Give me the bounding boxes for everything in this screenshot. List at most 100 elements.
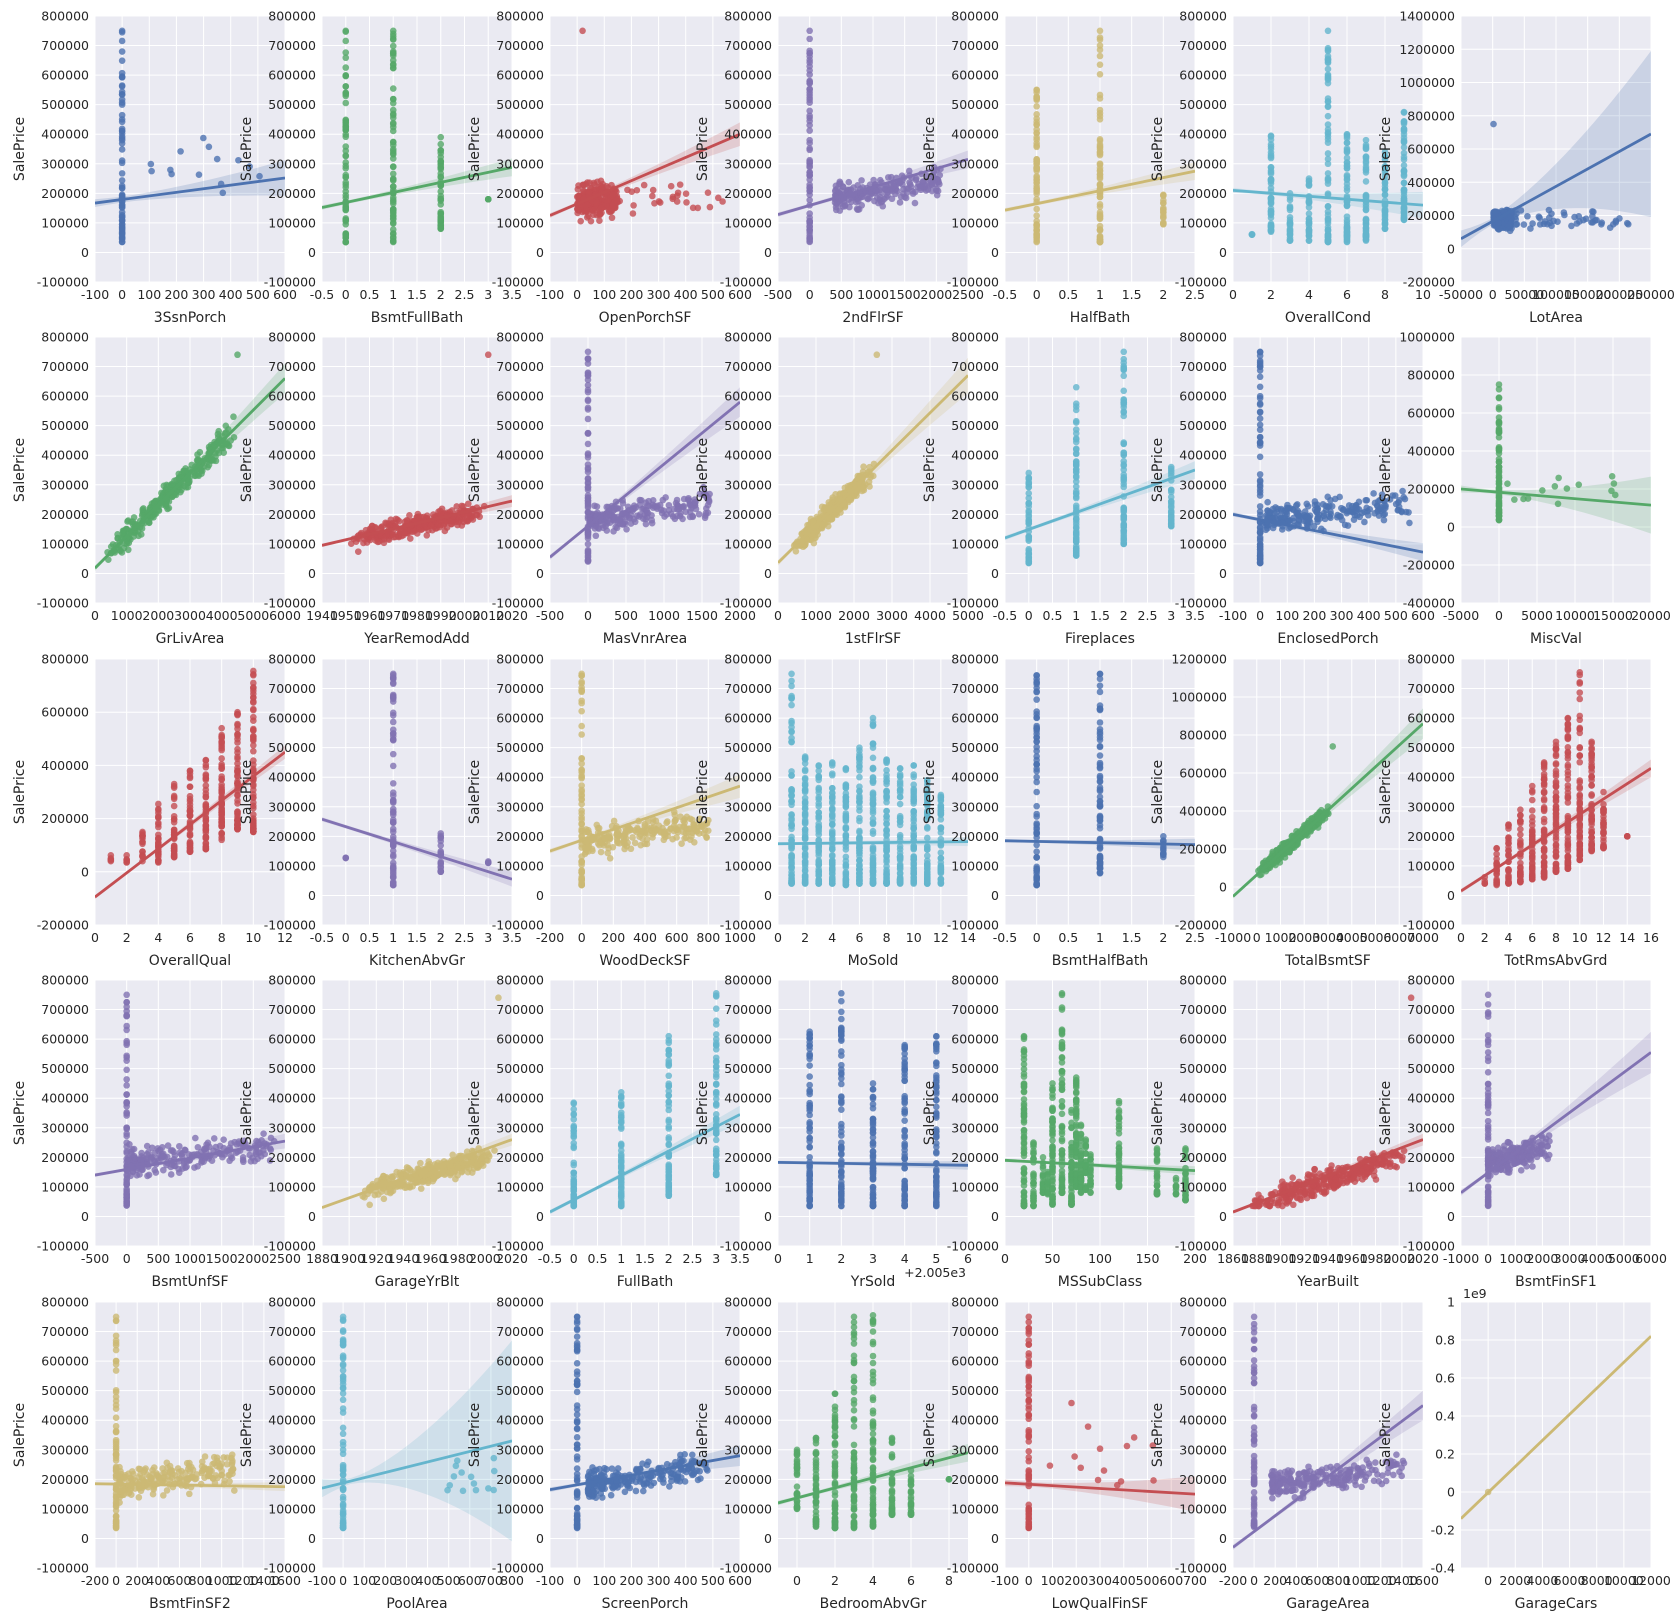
data-point [155, 820, 162, 828]
data-point [1568, 222, 1575, 230]
data-point [1608, 487, 1615, 495]
y-tick-label: -100000 [37, 275, 89, 290]
x-tick-label: 0 [573, 287, 581, 302]
data-point [118, 238, 126, 246]
data-point [584, 494, 592, 502]
data-point [1167, 518, 1175, 525]
data-point [1610, 480, 1618, 487]
data-point [389, 61, 397, 69]
data-point [719, 198, 726, 205]
data-point [437, 210, 445, 218]
x-tick-label: 2 [123, 930, 131, 945]
data-point [1286, 237, 1294, 244]
subplot-halfbath: -0.5 0 0.5 1 1.5 2 2.5-10000001000002000003000… [922, 9, 1205, 327]
data-point [1305, 198, 1313, 205]
data-point [597, 177, 605, 185]
data-point [1400, 134, 1408, 142]
data-point [138, 525, 146, 532]
data-point [250, 747, 257, 755]
x-tick-label: 200000 [1595, 287, 1643, 302]
data-point [218, 831, 225, 838]
data-point [1343, 148, 1351, 156]
x-tick-label: 500 [701, 287, 725, 302]
data-point [1096, 214, 1104, 222]
x-tick-label: 3.5 [502, 287, 522, 302]
data-point [1096, 148, 1104, 156]
data-point [234, 720, 241, 728]
data-point [1273, 508, 1281, 516]
y-axis-label: SalePrice [467, 117, 483, 181]
data-point [1381, 225, 1389, 233]
data-point [656, 199, 664, 206]
data-point [1096, 106, 1104, 114]
data-point [1324, 160, 1332, 168]
data-point [1362, 144, 1370, 152]
data-point [1555, 474, 1562, 482]
y-tick-label: 300000 [951, 477, 999, 492]
data-point [705, 498, 713, 506]
data-point [587, 217, 595, 225]
subplot-lotarea: -50000 0 50000100000150000200000250000-200… [1378, 9, 1675, 327]
data-point [896, 199, 904, 206]
x-tick-label: -100 [536, 287, 564, 302]
data-point [389, 206, 397, 214]
data-point [806, 210, 813, 217]
data-point [118, 157, 126, 164]
x-tick-label: -500 [764, 287, 792, 302]
data-point [1598, 220, 1605, 228]
data-point [202, 794, 210, 801]
data-point [806, 94, 813, 101]
data-point [578, 816, 585, 824]
y-tick-label: 600000 [496, 68, 544, 83]
data-point [1072, 516, 1080, 523]
data-point [155, 800, 162, 808]
data-point [455, 518, 462, 526]
x-tick-label: 1000 [857, 287, 889, 302]
x-axis-label: 3SsnPorch [154, 310, 227, 326]
data-point [389, 736, 397, 743]
y-tick-label: 600000 [268, 68, 316, 83]
data-point [250, 781, 257, 788]
data-point [473, 511, 481, 519]
y-tick-label: 100000 [724, 536, 772, 551]
y-tick-label: 400000 [41, 448, 89, 463]
data-point [1343, 159, 1351, 166]
data-point [250, 794, 257, 801]
data-point [437, 858, 445, 866]
data-point [1361, 518, 1368, 526]
data-point [1256, 453, 1264, 461]
data-point [1401, 495, 1409, 503]
data-point [127, 518, 135, 526]
subplot-wooddecksf: -200 0 200 400 600 800 1000-100000010000020000… [467, 652, 756, 970]
data-point [1305, 210, 1313, 217]
data-point [118, 37, 126, 45]
data-point [806, 71, 813, 78]
data-point [597, 182, 605, 190]
y-tick-label: 100000 [268, 858, 316, 873]
data-point [1248, 231, 1256, 239]
data-point [606, 854, 614, 862]
y-tick-label: 300000 [268, 156, 316, 171]
data-point [1520, 495, 1527, 503]
data-point [846, 496, 854, 503]
y-tick-label: 200000 [268, 186, 316, 201]
subplot-1stflrsf: 0 1000 2000 3000 4000 5000-100000010000020000… [695, 330, 984, 648]
data-point [1616, 215, 1623, 222]
data-point [1281, 511, 1289, 519]
x-tick-label: 2 [437, 930, 445, 945]
data-point [584, 429, 592, 437]
data-point [342, 191, 350, 199]
data-point [484, 859, 492, 867]
data-point [1527, 225, 1534, 232]
data-point [1160, 191, 1167, 199]
data-point [1520, 221, 1528, 228]
data-point [155, 853, 162, 861]
x-tick-label: 10 [1415, 287, 1431, 302]
data-point [584, 396, 592, 404]
y-tick-label: 500000 [268, 418, 316, 433]
y-tick-label: 100000 [41, 215, 89, 230]
data-point [614, 505, 622, 512]
x-tick-label: 2000 [142, 608, 174, 623]
data-point [1120, 480, 1128, 488]
data-point [1324, 27, 1332, 35]
